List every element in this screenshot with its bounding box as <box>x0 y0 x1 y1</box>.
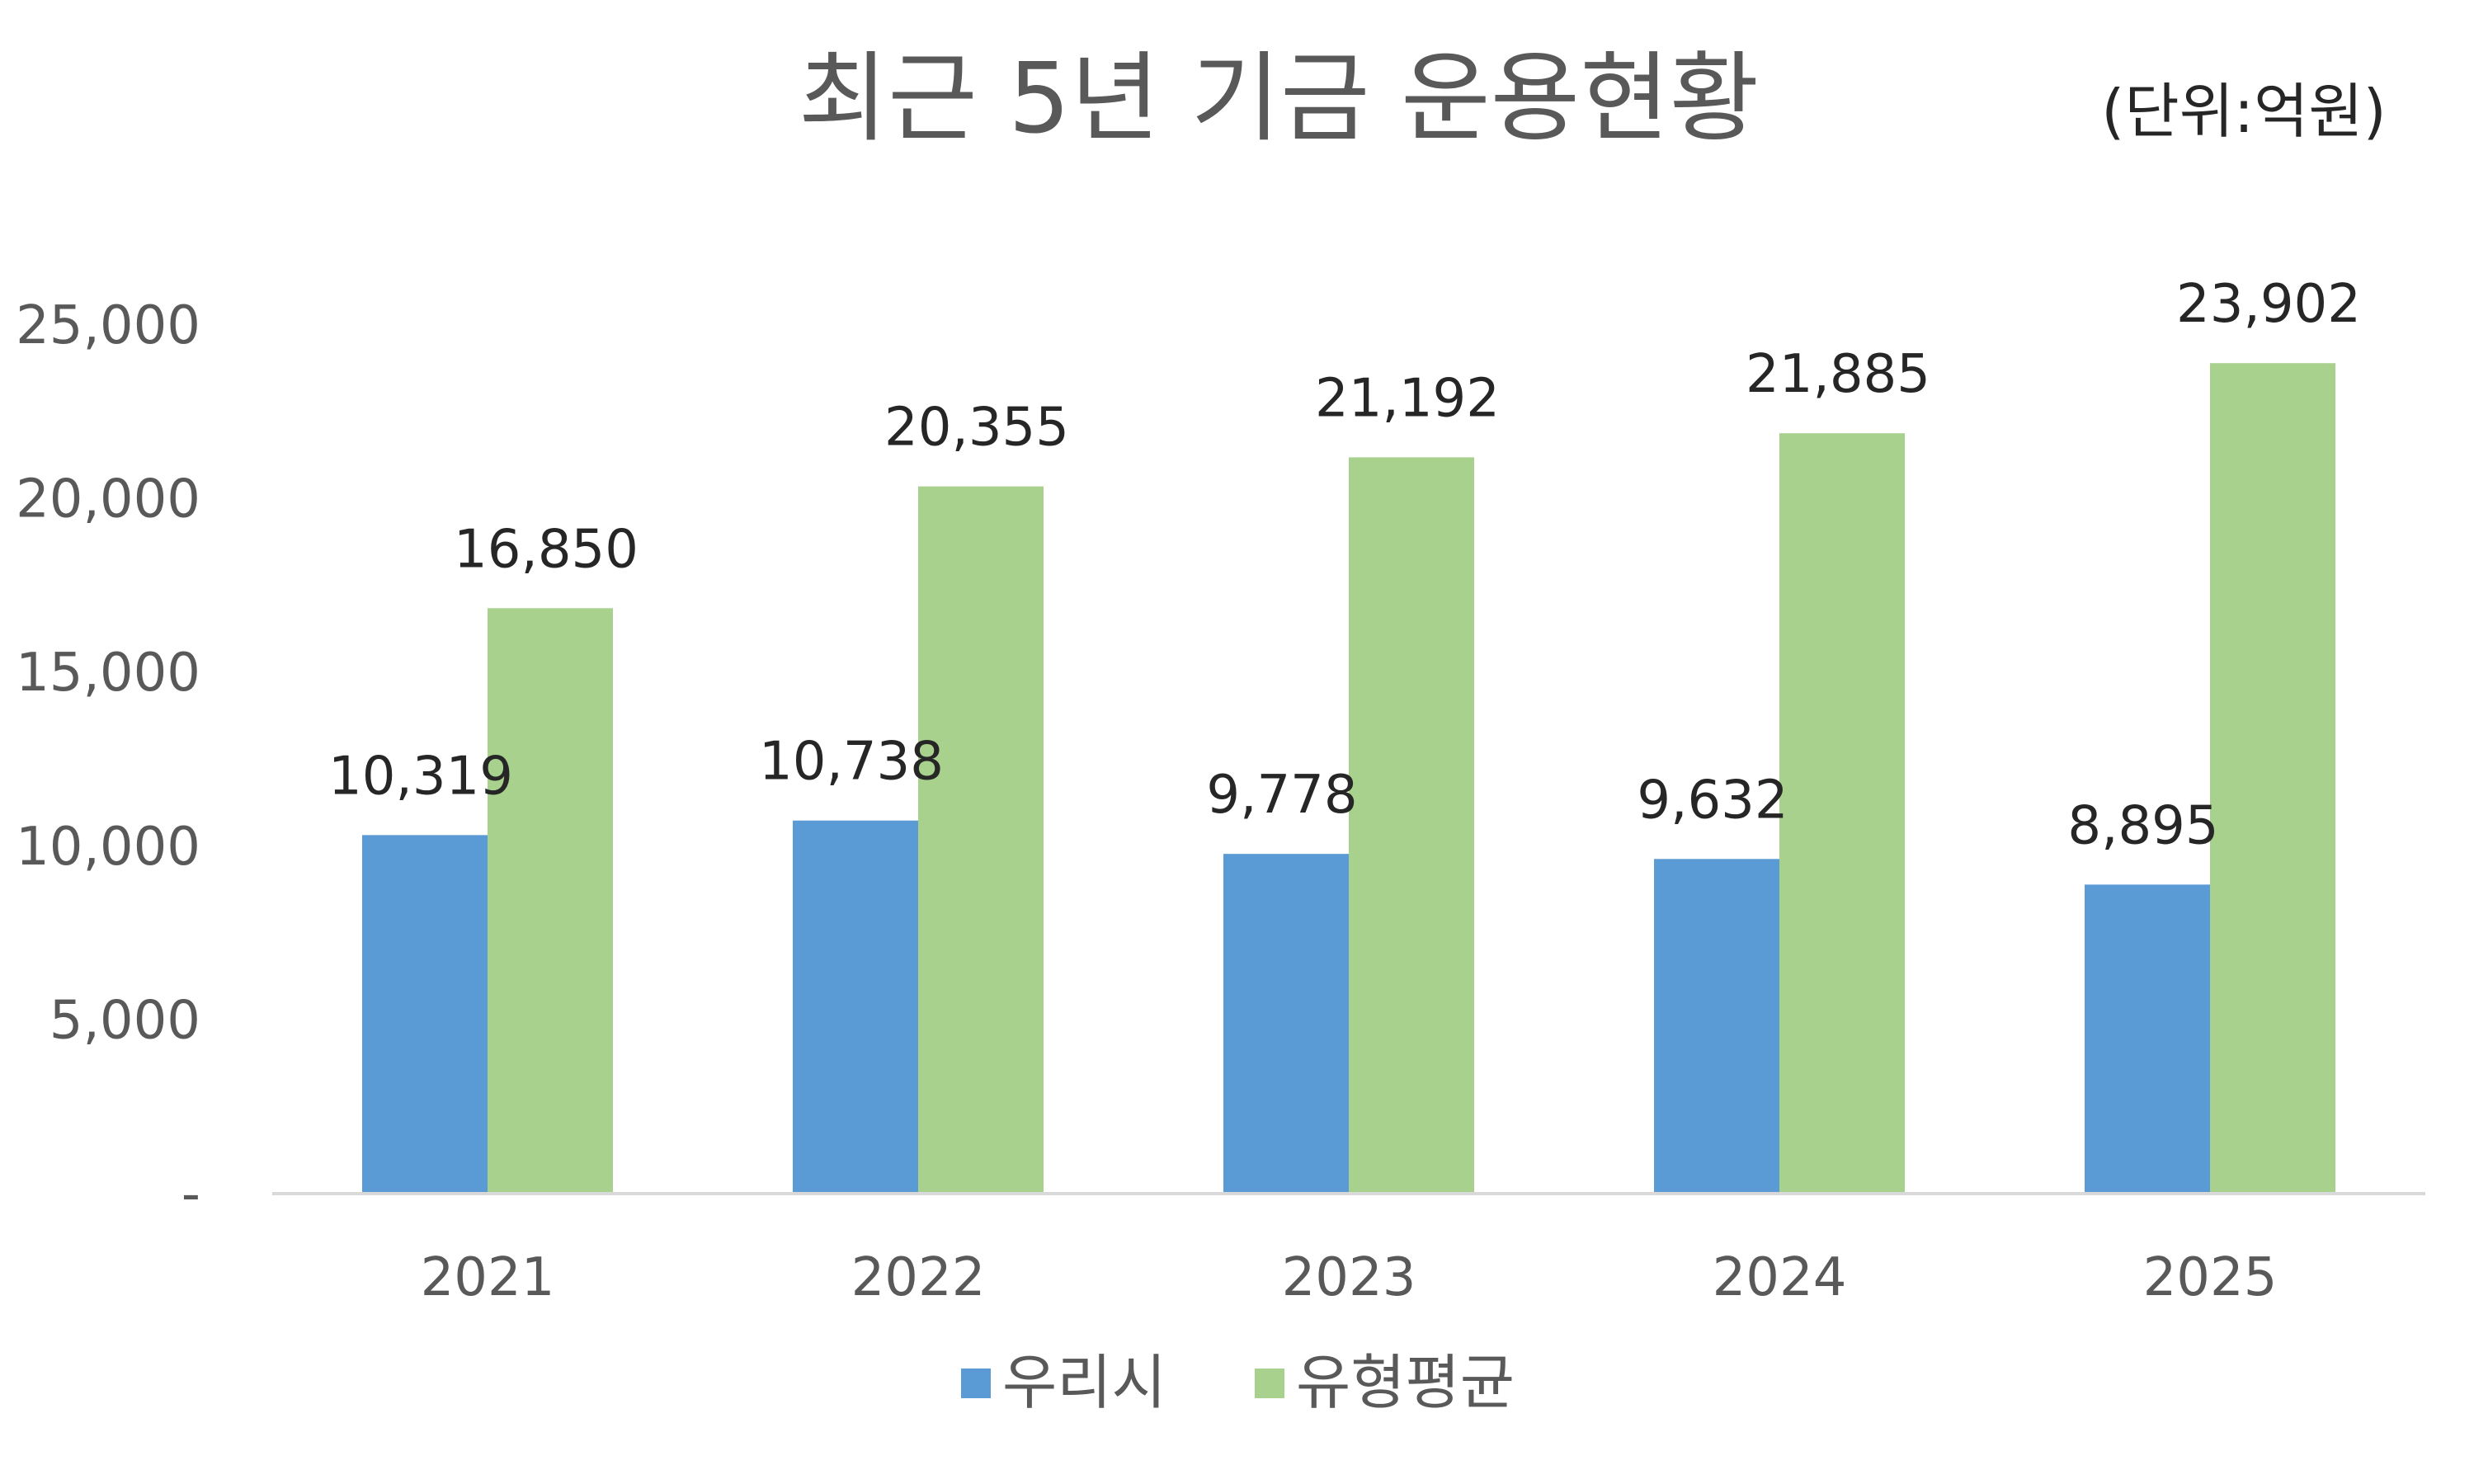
bar-ours <box>1223 854 1349 1194</box>
data-label: 16,850 <box>454 519 639 580</box>
bar-average <box>1349 457 1474 1194</box>
legend: 우리시 유형평균 <box>961 1348 1515 1417</box>
bar-average <box>488 608 613 1194</box>
bar-ours <box>793 820 918 1194</box>
legend-swatch <box>961 1369 991 1398</box>
x-axis: 2021 2022 2023 2024 2025 <box>421 1247 2278 1308</box>
x-tick-label: 2024 <box>1713 1247 1847 1308</box>
legend-label: 유형평균 <box>1296 1348 1515 1417</box>
bar-average <box>918 486 1044 1194</box>
data-label: 21,885 <box>1746 344 1930 405</box>
legend-label: 우리시 <box>1002 1348 1166 1417</box>
x-tick-label: 2021 <box>421 1247 555 1308</box>
y-tick-label: 5,000 <box>49 990 200 1051</box>
bar-ours <box>1654 859 1779 1194</box>
y-tick-label: 25,000 <box>16 295 200 356</box>
bar-ours <box>362 835 488 1194</box>
data-label: 9,778 <box>1206 765 1357 826</box>
y-tick-label: - <box>181 1164 200 1225</box>
data-label: 10,319 <box>328 746 513 807</box>
bar-ours <box>2085 884 2210 1194</box>
x-tick-label: 2022 <box>851 1247 986 1308</box>
x-tick-label: 2025 <box>2143 1247 2278 1308</box>
data-label: 10,738 <box>759 732 944 793</box>
data-label: 8,895 <box>2067 795 2218 856</box>
y-tick-label: 15,000 <box>16 643 200 704</box>
y-axis: - 5,000 10,000 15,000 20,000 25,000 <box>16 295 200 1225</box>
x-tick-label: 2023 <box>1282 1247 1416 1308</box>
y-tick-label: 20,000 <box>16 469 200 530</box>
y-tick-label: 10,000 <box>16 817 200 878</box>
bar-average <box>2210 363 2335 1194</box>
data-labels: 10,319 16,850 10,738 20,355 9,778 21,192 9,632… <box>328 274 2361 856</box>
chart-title: 최근 5년 기금 운용현황 <box>799 41 1760 155</box>
data-label: 20,355 <box>884 398 1069 459</box>
unit-label: (단위:억원) <box>2101 77 2386 146</box>
bars <box>362 363 2335 1194</box>
legend-swatch <box>1255 1369 1284 1398</box>
data-label: 9,632 <box>1637 770 1788 831</box>
data-label: 23,902 <box>2176 274 2361 335</box>
data-label: 21,192 <box>1315 368 1500 429</box>
bar-average <box>1779 433 1905 1194</box>
